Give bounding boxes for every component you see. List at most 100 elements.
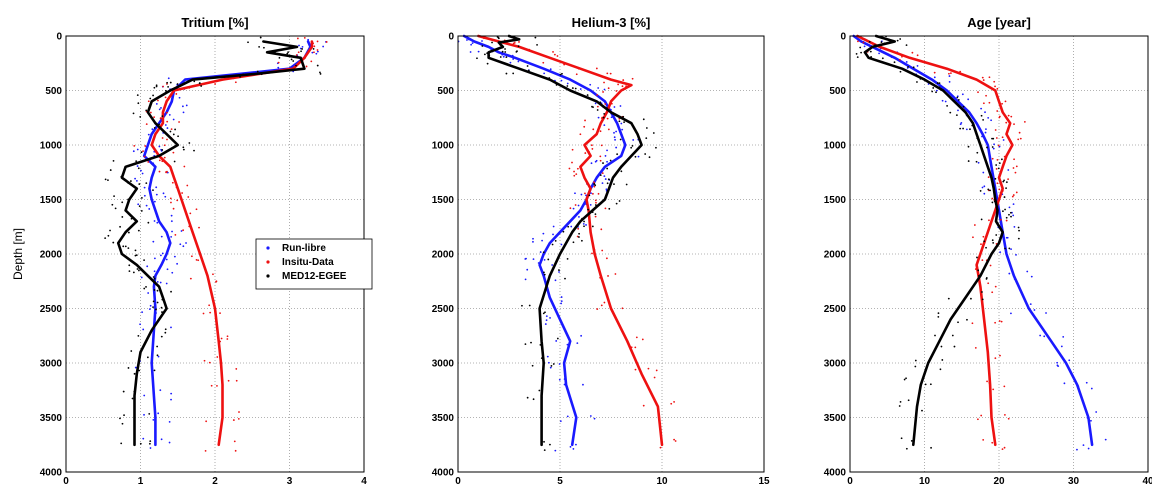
tritium-med12-egee-point bbox=[286, 52, 289, 55]
tritium-insitu-data-point bbox=[176, 199, 179, 202]
tritium-med12-egee-point bbox=[167, 86, 169, 88]
helium3-med12-egee-point bbox=[517, 45, 520, 48]
helium3-insitu-data-point bbox=[622, 79, 625, 81]
age-med12-egee-point bbox=[970, 297, 972, 300]
helium3-run-libre-point bbox=[555, 340, 558, 342]
helium3-med12-egee-point bbox=[542, 251, 545, 254]
tritium-med12-egee-point bbox=[132, 271, 135, 274]
tritium-med12-egee-point bbox=[145, 286, 147, 288]
helium3-run-libre-point bbox=[606, 160, 608, 163]
helium3-med12-egee-point bbox=[566, 85, 569, 87]
tritium-med12-egee-point bbox=[111, 203, 114, 206]
tritium-run-libre-point bbox=[151, 128, 154, 131]
age-med12-egee-point bbox=[899, 38, 902, 40]
helium3-med12-egee-point bbox=[652, 132, 655, 134]
tritium-med12-egee-point bbox=[182, 148, 185, 151]
tritium-med12-egee-point bbox=[138, 369, 141, 372]
helium3-run-libre-point bbox=[582, 222, 585, 225]
age-med12-egee-point bbox=[1005, 181, 1008, 184]
helium3-run-libre-point bbox=[570, 225, 573, 228]
helium3-insitu-data-point bbox=[594, 215, 597, 218]
tritium-run-libre-point bbox=[134, 366, 137, 369]
age-med12-egee-point bbox=[987, 188, 990, 191]
tritium-med12-egee-point bbox=[188, 142, 191, 144]
helium3-run-libre-point bbox=[593, 417, 596, 420]
age-run-libre-point bbox=[1104, 438, 1107, 441]
helium3-run-libre-point bbox=[590, 162, 593, 165]
tritium-med12-egee-point bbox=[143, 287, 146, 290]
tritium-run-libre-point bbox=[140, 276, 143, 279]
age-med12-egee-point bbox=[1009, 211, 1012, 214]
tritium-insitu-data-point bbox=[234, 81, 237, 84]
age-med12-egee-point bbox=[912, 66, 915, 69]
age-med12-egee-point bbox=[914, 359, 917, 362]
helium3-med12-egee-point bbox=[609, 159, 612, 162]
tritium-run-libre-point bbox=[160, 438, 163, 441]
age-run-libre-point bbox=[1006, 236, 1009, 239]
age-med12-egee-point bbox=[937, 315, 940, 318]
tritium-insitu-data-point bbox=[277, 61, 280, 64]
helium3-insitu-data-point bbox=[584, 152, 587, 154]
tritium-med12-egee-point bbox=[104, 237, 107, 239]
age-med12-egee-point bbox=[969, 128, 971, 131]
tritium-run-libre-point bbox=[178, 96, 181, 99]
tritium-med12-egee-point bbox=[156, 345, 159, 348]
age-run-libre-point bbox=[1030, 275, 1033, 278]
helium3-med12-egee-point bbox=[550, 365, 553, 367]
tritium-x-tick-label: 0 bbox=[63, 476, 69, 485]
helium3-med12-egee-point bbox=[505, 72, 508, 75]
age-insitu-data-point bbox=[998, 320, 1001, 322]
age-run-libre-point bbox=[1056, 361, 1059, 364]
helium3-y-tick-label: 1000 bbox=[432, 141, 455, 152]
tritium-med12-egee-point bbox=[114, 207, 117, 210]
age-med12-egee-point bbox=[859, 46, 862, 49]
helium3-med12-egee-point bbox=[608, 207, 611, 210]
helium3-med12-egee-point bbox=[486, 62, 489, 65]
tritium-med12-egee-point bbox=[166, 81, 169, 84]
age-med12-egee-point bbox=[905, 447, 908, 450]
helium3-med12-egee-point bbox=[526, 65, 529, 67]
tritium-insitu-data-point bbox=[313, 45, 316, 48]
age-run-libre-point bbox=[933, 76, 936, 79]
age-med12-egee-point bbox=[935, 91, 937, 94]
helium3-insitu-data-point bbox=[603, 301, 606, 304]
age-insitu-data-point bbox=[1003, 385, 1006, 388]
tritium-run-libre-point bbox=[139, 323, 141, 326]
age-med12-egee-point bbox=[986, 146, 988, 149]
helium3-insitu-data-point bbox=[607, 128, 610, 131]
tritium-insitu-data-point bbox=[163, 144, 166, 147]
helium3-insitu-data-point bbox=[593, 181, 595, 184]
helium3-run-libre-point bbox=[560, 79, 563, 82]
helium3-med12-egee-point bbox=[619, 138, 622, 141]
helium3-run-libre-point bbox=[580, 193, 583, 196]
tritium-y-tick-label: 0 bbox=[56, 32, 62, 43]
age-med12-egee-point bbox=[981, 291, 983, 293]
helium3-run-libre-point bbox=[595, 159, 598, 162]
tritium-run-libre-point bbox=[147, 133, 150, 136]
age-med12-egee-point bbox=[947, 297, 950, 300]
helium3-med12-egee-point bbox=[536, 44, 538, 46]
age-insitu-data-point bbox=[1003, 446, 1006, 449]
tritium-med12-egee-point bbox=[153, 86, 156, 89]
tritium-insitu-data-point bbox=[172, 151, 175, 154]
tritium-med12-egee-point bbox=[127, 247, 130, 249]
tritium-insitu-data-point bbox=[144, 145, 147, 147]
age-insitu-data-point bbox=[994, 129, 997, 131]
tritium-insitu-data-point bbox=[219, 312, 221, 315]
helium3-insitu-data-point bbox=[542, 61, 545, 64]
helium3-run-libre-point bbox=[610, 116, 613, 119]
helium3-insitu-data-point bbox=[584, 192, 586, 195]
helium3-run-libre-point bbox=[532, 240, 534, 243]
age-insitu-data-point bbox=[994, 357, 997, 360]
helium3-run-libre-point bbox=[615, 146, 618, 149]
tritium-med12-egee-point bbox=[145, 182, 148, 185]
helium3-run-libre-point bbox=[572, 448, 575, 450]
helium3-med12-egee-point bbox=[602, 162, 604, 164]
age-insitu-data-point bbox=[996, 158, 999, 161]
age-run-libre-point bbox=[948, 80, 951, 83]
age-med12-egee-point bbox=[979, 190, 982, 192]
tritium-med12-egee-point bbox=[138, 269, 140, 272]
tritium-insitu-data-point bbox=[216, 384, 218, 387]
helium3-run-libre-point bbox=[547, 361, 550, 364]
tritium-run-libre-point bbox=[141, 311, 144, 314]
